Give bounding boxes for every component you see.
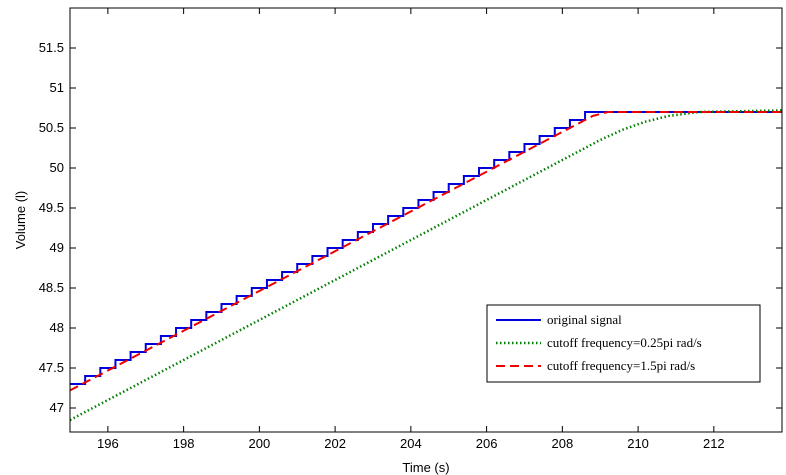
series-line-2 xyxy=(70,111,782,392)
series-layer xyxy=(70,109,782,422)
plot-area-frame xyxy=(69,7,783,433)
y-tick-label: 47.5 xyxy=(39,360,64,375)
x-axis-title: Time (s) xyxy=(402,460,449,475)
x-tick-label: 212 xyxy=(703,436,725,451)
x-tick-label: 202 xyxy=(324,436,346,451)
x-tick-label: 210 xyxy=(627,436,649,451)
series-line-1 xyxy=(70,109,782,422)
y-tick-label: 47 xyxy=(50,400,64,415)
legend-label-original-signal: original signal xyxy=(547,312,622,327)
axis-ticks: 196 198 200 202 204 206 208 210 212 47 47.5 48 48.5 4… xyxy=(39,8,782,451)
y-tick-label: 48 xyxy=(50,320,64,335)
x-tick-label: 196 xyxy=(97,436,119,451)
y-axis-title: Volume (l) xyxy=(13,191,28,250)
x-tick-label: 200 xyxy=(249,436,271,451)
x-tick-label: 208 xyxy=(551,436,573,451)
x-tick-label: 206 xyxy=(476,436,498,451)
x-tick-label: 198 xyxy=(173,436,195,451)
y-tick-label: 50 xyxy=(50,160,64,175)
y-tick-label: 49.5 xyxy=(39,200,64,215)
legend-label-cutoff-15pi: cutoff frequency=1.5pi rad/s xyxy=(547,358,695,373)
legend: original signal cutoff frequency=0.25pi … xyxy=(486,304,761,383)
series-line-0 xyxy=(70,111,782,385)
y-tick-label: 49 xyxy=(50,240,64,255)
legend-label-cutoff-025pi: cutoff frequency=0.25pi rad/s xyxy=(547,335,702,350)
y-tick-label: 50.5 xyxy=(39,120,64,135)
y-tick-label: 48.5 xyxy=(39,280,64,295)
y-tick-label: 51.5 xyxy=(39,40,64,55)
x-tick-label: 204 xyxy=(400,436,422,451)
y-tick-label: 51 xyxy=(50,80,64,95)
